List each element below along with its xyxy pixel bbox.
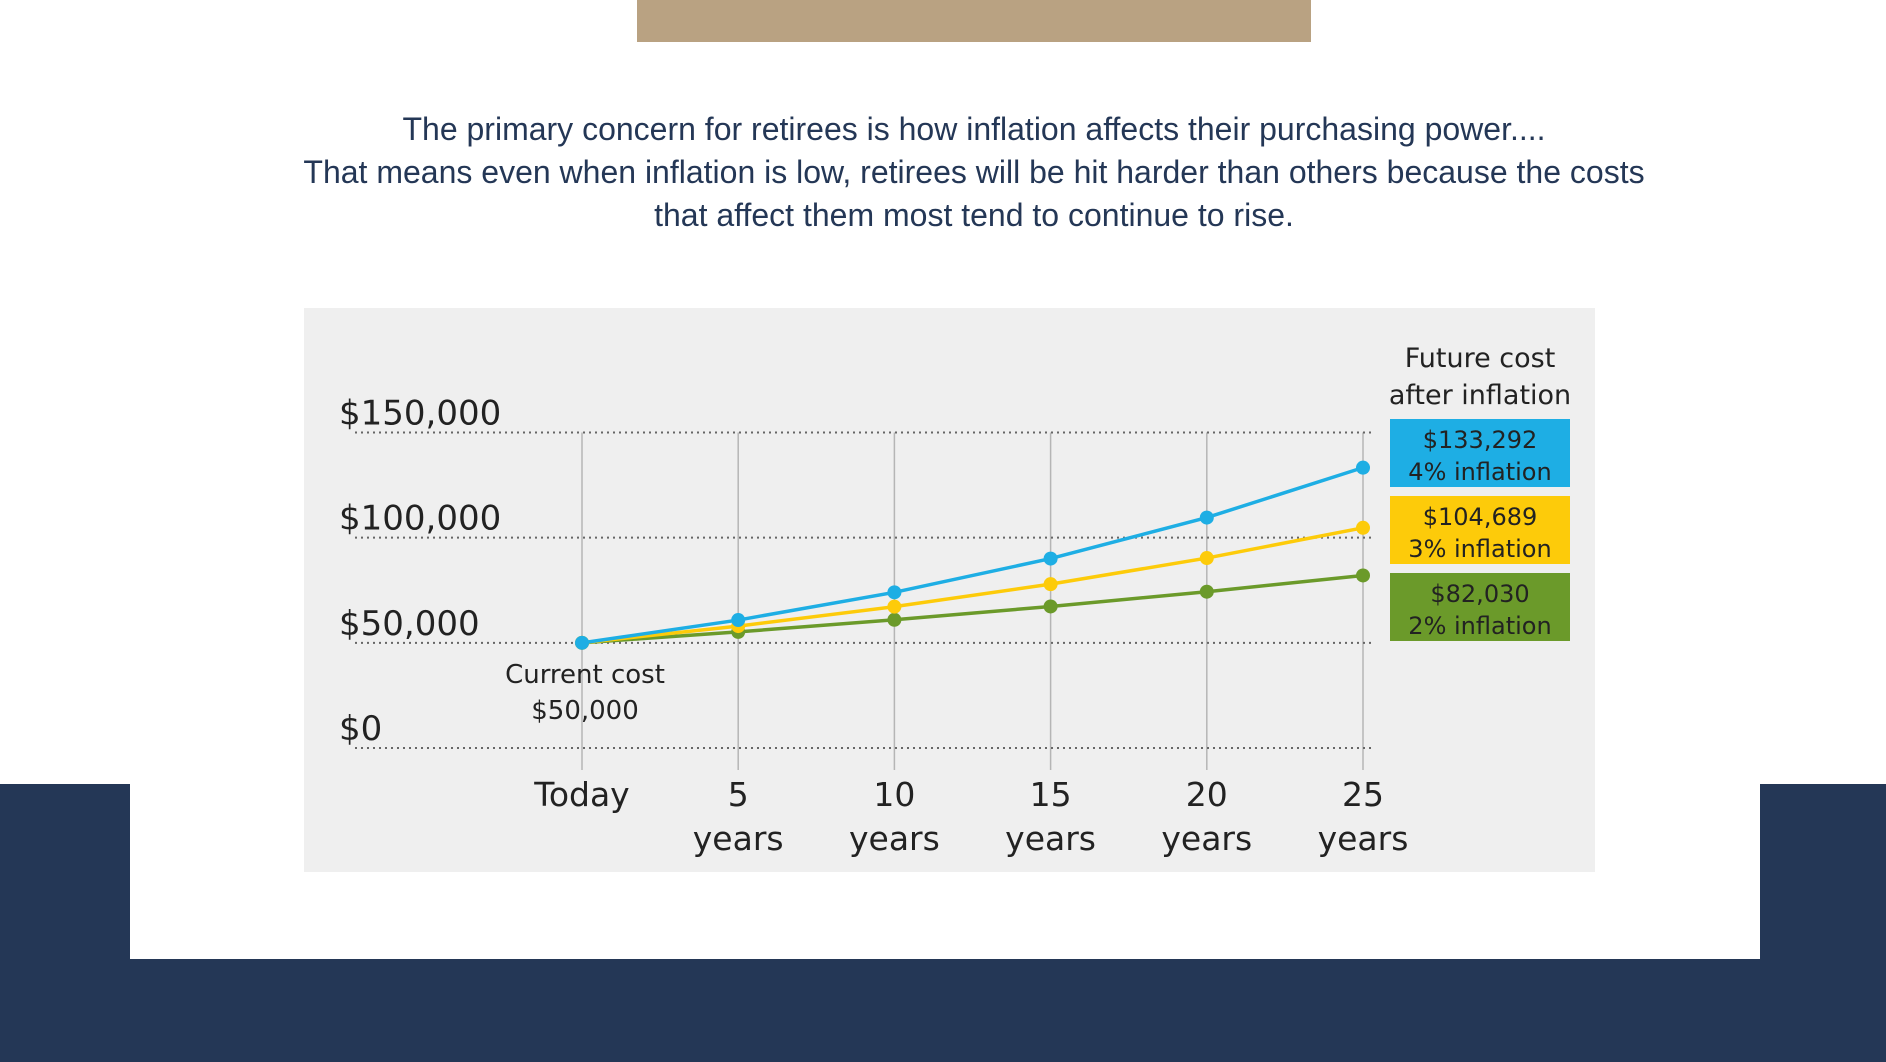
data-point <box>1199 584 1214 599</box>
data-point <box>1199 551 1214 566</box>
legend-series-name: 2% inflation <box>1408 612 1551 640</box>
intro-text: The primary concern for retirees is how … <box>200 108 1748 237</box>
legend-series-name: 4% inflation <box>1408 458 1551 486</box>
x-tick-label: 20 <box>1186 775 1228 814</box>
legend-value: $104,689 <box>1423 503 1538 531</box>
legend-box <box>1390 573 1570 641</box>
x-tick-label-unit: years <box>1318 819 1409 858</box>
x-tick-label: 10 <box>873 775 915 814</box>
y-tick-label: $100,000 <box>339 499 501 539</box>
series-line-2-inflation <box>581 573 1364 645</box>
x-tick-label: 5 <box>728 775 749 814</box>
intro-line-3: that affect them most tend to continue t… <box>654 197 1294 233</box>
legend-box <box>1390 496 1570 564</box>
data-point <box>575 635 589 650</box>
y-tick-label: $150,000 <box>339 394 501 434</box>
data-point <box>887 599 902 614</box>
data-point <box>1043 577 1058 592</box>
data-point <box>1356 520 1370 535</box>
chart-panel <box>304 308 1595 872</box>
intro-line-1: The primary concern for retirees is how … <box>402 111 1546 147</box>
series-line-3-inflation <box>581 526 1364 645</box>
data-point <box>1043 551 1058 566</box>
annotation-line-2: $50,000 <box>531 696 639 726</box>
legend-series-name: 3% inflation <box>1408 535 1551 563</box>
legend-title-line-2: after inflation <box>1389 380 1571 411</box>
x-tick-label-unit: years <box>849 819 940 858</box>
intro-line-2: That means even when inflation is low, r… <box>303 154 1645 190</box>
data-point <box>731 613 746 628</box>
annotation-line-1: Current cost <box>505 660 665 690</box>
x-tick-label: 15 <box>1030 775 1072 814</box>
series-line-4-inflation <box>581 465 1364 645</box>
data-point <box>1356 460 1370 475</box>
title-accent-bar <box>637 0 1311 42</box>
y-tick-label: $0 <box>339 709 382 749</box>
legend-value: $82,030 <box>1430 580 1529 608</box>
x-tick-label-unit: years <box>1005 819 1096 858</box>
data-point <box>1356 568 1370 583</box>
data-point <box>1199 510 1214 525</box>
legend-title-line-1: Future cost <box>1405 343 1556 374</box>
legend-value: $133,292 <box>1423 426 1538 454</box>
legend-box <box>1390 419 1570 487</box>
data-point <box>1043 599 1058 614</box>
x-tick-label: Today <box>533 775 629 814</box>
x-tick-label: 25 <box>1342 775 1384 814</box>
data-point <box>887 585 902 600</box>
x-tick-label-unit: years <box>693 819 784 858</box>
data-point <box>887 612 902 627</box>
x-tick-label-unit: years <box>1161 819 1252 858</box>
y-tick-label: $50,000 <box>339 604 480 644</box>
